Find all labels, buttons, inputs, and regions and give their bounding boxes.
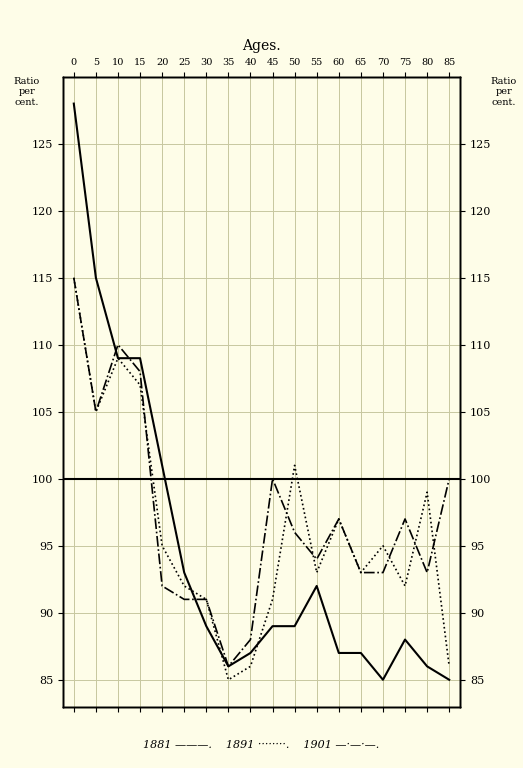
X-axis label: Ages.: Ages. bbox=[242, 38, 281, 53]
Y-axis label: Ratio
per
cent.: Ratio per cent. bbox=[491, 77, 517, 107]
Text: 1881 ———.    1891 ········.    1901 —·—·—.: 1881 ———. 1891 ········. 1901 —·—·—. bbox=[143, 740, 380, 750]
Y-axis label: Ratio
per
cent.: Ratio per cent. bbox=[14, 77, 40, 107]
